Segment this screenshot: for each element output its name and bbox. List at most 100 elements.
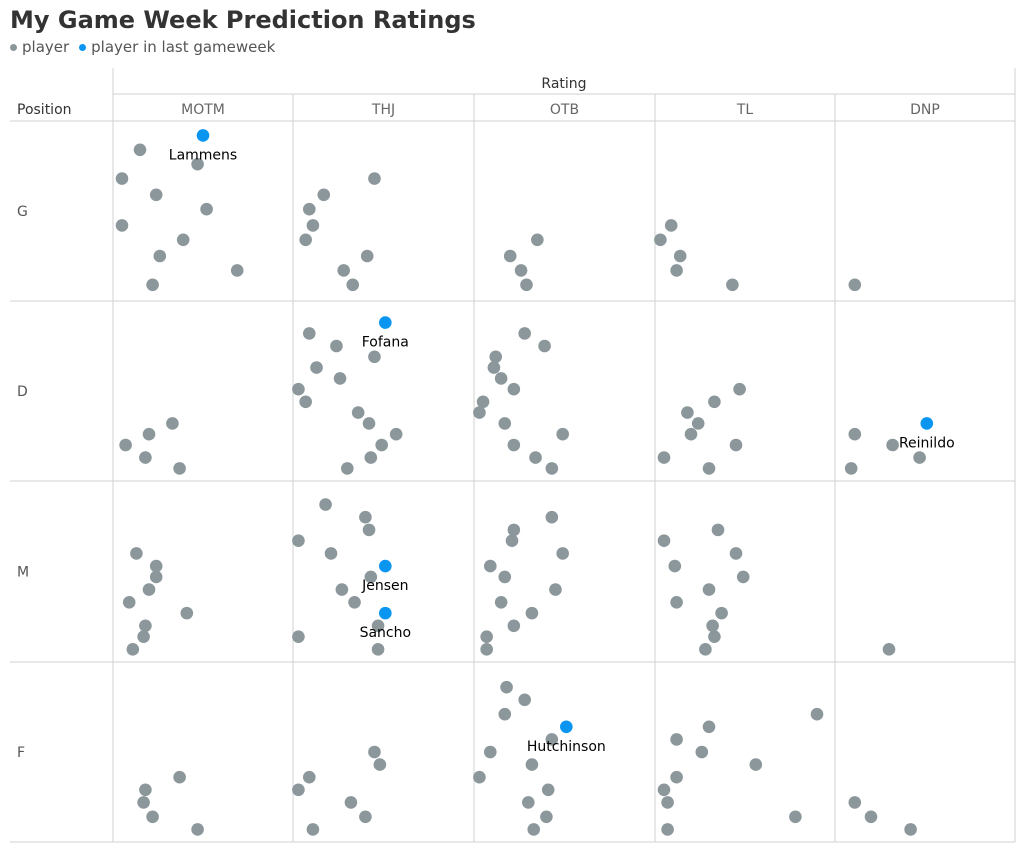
player-point	[346, 278, 360, 292]
player-point	[230, 264, 244, 277]
point-label: Fofana	[362, 335, 409, 351]
player-point	[657, 534, 671, 548]
player-point	[507, 382, 521, 396]
row-header-label: Position	[17, 102, 72, 118]
player-point	[359, 810, 372, 824]
player-point	[146, 810, 159, 824]
player-point	[664, 219, 678, 232]
player-point	[864, 810, 878, 824]
player-point	[368, 350, 381, 364]
row-label: G	[17, 204, 28, 220]
player-point	[507, 438, 521, 452]
legend-item-player: player	[10, 38, 69, 56]
player-point	[670, 733, 683, 746]
column-label: TL	[736, 102, 754, 118]
player-point	[886, 438, 899, 452]
player-point	[166, 417, 179, 430]
player-point	[149, 570, 163, 584]
player-point	[473, 406, 486, 419]
player-point	[729, 438, 743, 452]
player-point	[525, 606, 539, 620]
player-point	[483, 559, 497, 573]
player-point	[483, 745, 497, 759]
player-point	[541, 783, 555, 797]
player-point	[525, 758, 539, 771]
player-point	[302, 770, 316, 784]
player-point	[292, 783, 305, 797]
player-point	[115, 219, 129, 232]
player-point	[531, 233, 544, 247]
player-point	[302, 327, 316, 340]
player-point	[362, 417, 376, 430]
player-point	[351, 406, 365, 419]
player-point	[200, 202, 213, 216]
player-point	[299, 233, 312, 247]
player-point	[708, 630, 721, 643]
highlight-point	[920, 417, 934, 430]
player-point	[684, 427, 698, 441]
player-point	[498, 570, 512, 584]
player-point	[489, 350, 503, 364]
player-point	[726, 278, 739, 292]
player-point	[670, 595, 683, 609]
player-point	[292, 534, 305, 548]
player-point	[503, 249, 517, 263]
player-point	[130, 547, 143, 560]
player-point	[507, 619, 521, 633]
player-point	[733, 382, 746, 396]
facet-header-label: Rating	[541, 76, 586, 92]
player-point	[702, 462, 716, 475]
column-label: MOTM	[181, 102, 225, 118]
player-point	[364, 451, 378, 464]
player-point	[176, 233, 190, 247]
player-point	[137, 796, 150, 809]
highlight-point	[379, 606, 392, 620]
highlight-point	[560, 720, 573, 734]
player-point	[661, 823, 674, 836]
player-point	[337, 264, 350, 277]
player-point	[514, 264, 528, 277]
player-point	[191, 823, 204, 836]
player-point	[149, 188, 163, 202]
highlight-point	[379, 559, 392, 573]
player-point	[505, 534, 519, 548]
player-point	[306, 219, 320, 232]
player-point	[119, 438, 132, 452]
player-point	[310, 361, 323, 374]
player-point	[476, 395, 490, 409]
player-point	[848, 427, 862, 441]
player-point	[306, 823, 320, 836]
player-point	[319, 498, 332, 511]
player-point	[137, 630, 150, 643]
player-point	[691, 417, 705, 430]
player-point	[670, 264, 683, 277]
player-point	[848, 278, 862, 292]
player-point	[371, 643, 385, 656]
point-label: Reinildo	[899, 435, 955, 451]
player-point	[507, 523, 521, 537]
player-point	[473, 770, 486, 784]
player-point	[549, 583, 562, 596]
row-label: F	[17, 745, 25, 761]
player-point	[518, 327, 531, 340]
player-point	[487, 361, 501, 374]
player-point	[494, 595, 508, 609]
player-point	[522, 796, 535, 809]
player-point	[371, 619, 385, 633]
player-point	[538, 339, 551, 353]
chart-title: My Game Week Prediction Ratings	[10, 6, 476, 34]
player-point	[139, 619, 152, 633]
player-point	[556, 547, 569, 560]
legend-item-last-gameweek: player in last gameweek	[79, 38, 275, 56]
player-point	[153, 249, 167, 263]
player-point	[341, 462, 354, 475]
player-point	[848, 796, 862, 809]
player-point	[115, 172, 129, 185]
player-point	[317, 188, 331, 202]
player-point	[736, 570, 750, 584]
player-point	[706, 619, 719, 633]
point-label: Jensen	[361, 578, 408, 594]
legend-label-last-gameweek: player in last gameweek	[91, 38, 276, 56]
player-point	[789, 810, 802, 824]
